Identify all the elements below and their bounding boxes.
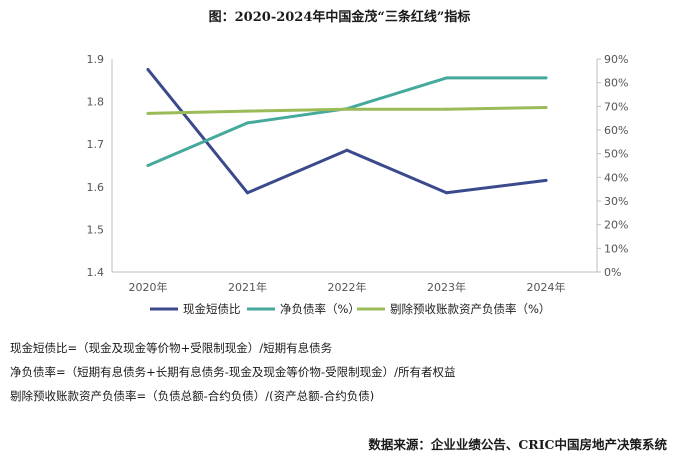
note-net-gearing: 净负债率=（短期有息债务+长期有息债务-现金及现金等价物-受限制现金）/所有者权… — [10, 365, 456, 379]
right-y-tick-label: 40% — [604, 171, 628, 184]
x-tick-label: 2022年 — [328, 280, 367, 294]
right-y-tick-label: 50% — [604, 148, 628, 161]
right-y-tick-label: 10% — [604, 242, 628, 255]
data-point — [146, 68, 150, 72]
right-y-tick-label: 20% — [604, 219, 628, 232]
legend-label: 剔除预收账款资产负债率（%） — [390, 302, 550, 316]
data-point — [445, 76, 448, 80]
right-y-tick-label: 70% — [604, 100, 628, 113]
x-tick-label: 2020年 — [129, 280, 168, 294]
right-y-tick-label: 0% — [604, 266, 621, 279]
x-tick-label: 2024年 — [527, 280, 566, 294]
data-point — [345, 107, 349, 111]
data-point — [445, 107, 448, 111]
right-y-tick-label: 30% — [604, 195, 628, 208]
note-cash-short-debt: 现金短债比=（现金及现金等价物+受限制现金）/短期有息债务 — [10, 341, 333, 355]
right-y-tick-label: 80% — [604, 77, 628, 90]
data-point — [544, 178, 548, 182]
note-liability-ratio: 剔除预收账款资产负债率=（负债总额-合约负债）/(资产总额-合约负债) — [10, 389, 375, 403]
left-y-tick-label: 1.6 — [87, 181, 105, 194]
data-point — [246, 109, 249, 113]
right-y-tick-label: 60% — [604, 124, 628, 137]
x-ticks: 2020年 2021年 2022年 2023年 2024年 — [129, 280, 566, 294]
left-y-tick-label: 1.5 — [87, 223, 105, 236]
data-point — [246, 191, 249, 195]
data-point — [445, 191, 448, 195]
series-line-2 — [146, 76, 548, 167]
data-point — [146, 111, 150, 115]
x-tick-label: 2023年 — [427, 280, 466, 294]
data-point — [246, 121, 249, 125]
legend: 现金短债比 净负债率（%） 剔除预收账款资产负债率（%） — [150, 302, 550, 316]
legend-label: 现金短债比 — [183, 302, 241, 316]
line-chart: 1.9 1.8 1.7 1.6 1.5 1.4 90% 80% 70% 60% 50% 40% 30%… — [87, 53, 629, 316]
series-lines — [146, 68, 548, 195]
right-y-ticks: 90% 80% 70% 60% 50% 40% 30% 20% 10% 0% — [597, 53, 628, 279]
data-point — [146, 164, 150, 167]
data-point — [345, 148, 349, 152]
series-line-1 — [146, 68, 548, 195]
right-y-tick-label: 90% — [604, 53, 628, 66]
left-y-tick-label: 1.4 — [87, 266, 105, 279]
data-point — [544, 106, 548, 110]
legend-label: 净负债率（%） — [280, 302, 360, 316]
left-y-tick-label: 1.9 — [87, 53, 105, 66]
left-y-tick-label: 1.7 — [87, 138, 105, 151]
data-point — [544, 76, 548, 80]
data-source: 数据来源：企业业绩公告、CRIC中国房地产决策系统 — [368, 437, 667, 452]
left-y-ticks: 1.9 1.8 1.7 1.6 1.5 1.4 — [87, 53, 105, 279]
left-y-tick-label: 1.8 — [87, 96, 105, 109]
chart-title: 图：2020-2024年中国金茂“三条红线”指标 — [208, 10, 471, 25]
x-tick-label: 2021年 — [228, 280, 267, 294]
